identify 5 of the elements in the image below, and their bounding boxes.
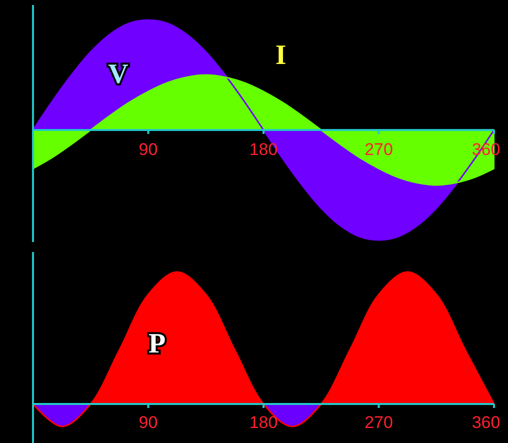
x-tick-label: 270 — [364, 413, 393, 432]
x-tick-label: 180 — [249, 413, 278, 432]
series-label: P — [148, 328, 166, 360]
x-tick-label: 90 — [138, 413, 158, 432]
x-tick-label: 360 — [472, 413, 500, 432]
